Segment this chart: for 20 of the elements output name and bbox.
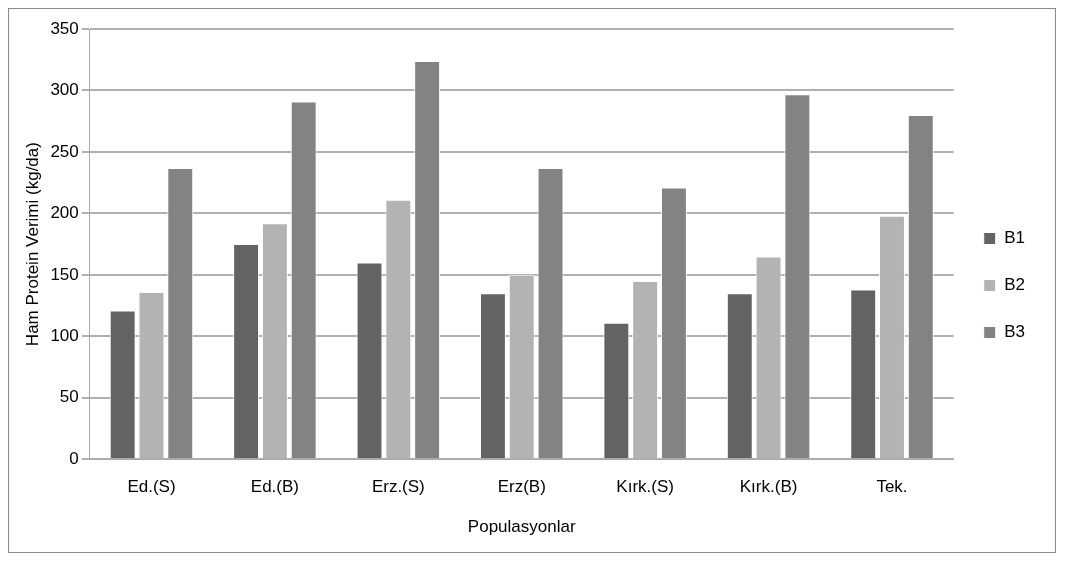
x-tick-label: Erz.(S) <box>371 477 425 497</box>
y-tick-label: 350 <box>50 18 79 38</box>
x-tick-label: Ed.(B) <box>250 477 299 497</box>
x-tick-label: Kırk.(S) <box>616 477 674 497</box>
legend-label: B1 <box>1004 228 1025 248</box>
y-tick-label: 150 <box>50 264 79 284</box>
x-axis-title: Populasyonlar <box>467 517 576 537</box>
y-tick-label: 200 <box>50 203 79 223</box>
x-tick-label: Tek. <box>876 477 908 497</box>
x-tick-label: Kırk.(B) <box>739 477 798 497</box>
legend-label: B2 <box>1004 275 1025 295</box>
y-tick-label: 0 <box>69 448 79 468</box>
y-tick-label: 100 <box>50 325 79 345</box>
x-tick-label: Erz(B) <box>497 477 546 497</box>
x-tick-label: Ed.(S) <box>127 477 176 497</box>
legend-label: B3 <box>1004 322 1025 342</box>
y-axis-title: Ham Protein Verimi (kg/da) <box>22 142 42 347</box>
y-tick-label: 50 <box>59 387 79 407</box>
y-tick-label: 300 <box>50 80 79 100</box>
y-tick-label: 250 <box>50 141 79 161</box>
